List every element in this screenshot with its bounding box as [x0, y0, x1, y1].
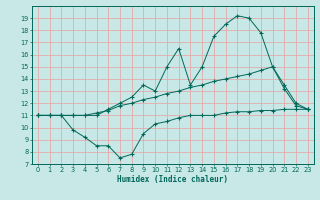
- X-axis label: Humidex (Indice chaleur): Humidex (Indice chaleur): [117, 175, 228, 184]
